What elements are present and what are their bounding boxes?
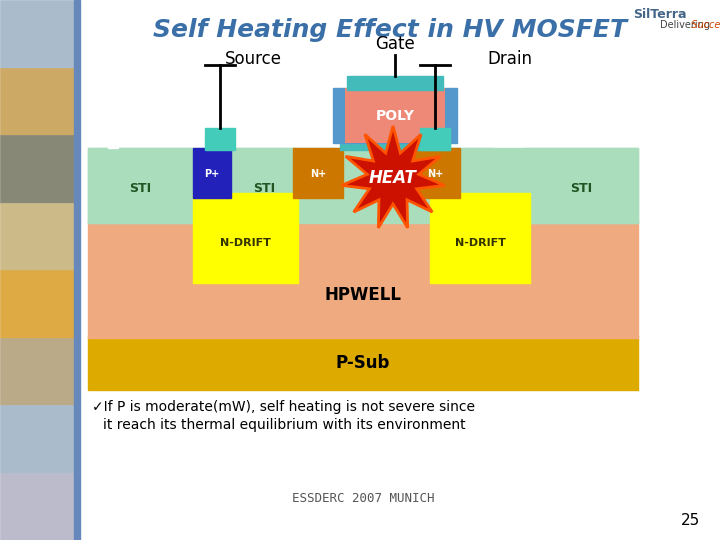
Bar: [0, 68, 78, 135]
Text: ✓If P is moderate(mW), self heating is not severe since: ✓If P is moderate(mW), self heating is n…: [92, 400, 475, 414]
Bar: [205, 128, 235, 150]
Bar: [345, 88, 445, 143]
Text: it reach its thermal equilibrium with its environment: it reach its thermal equilibrium with it…: [103, 418, 466, 432]
Bar: [0, 202, 78, 270]
Bar: [88, 148, 638, 223]
Text: N+: N+: [310, 169, 326, 179]
Bar: [430, 193, 530, 283]
Text: STI: STI: [253, 181, 275, 194]
Bar: [88, 335, 638, 390]
Text: STI: STI: [129, 181, 151, 194]
Text: SilTerra: SilTerra: [634, 8, 687, 21]
Text: Self Heating Effect in HV MOSFET: Self Heating Effect in HV MOSFET: [153, 18, 627, 42]
Bar: [0, 472, 78, 540]
Text: 25: 25: [680, 513, 700, 528]
Bar: [430, 148, 492, 223]
Bar: [193, 193, 298, 283]
Bar: [347, 76, 443, 90]
Text: Success.: Success.: [660, 20, 720, 30]
Bar: [333, 88, 457, 143]
Bar: [410, 148, 460, 198]
Text: STI: STI: [570, 181, 592, 194]
Bar: [525, 148, 638, 223]
Bar: [74, 0, 80, 540]
Bar: [0, 405, 78, 472]
Text: P+: P+: [204, 169, 220, 179]
Text: Drain: Drain: [487, 50, 533, 68]
Bar: [340, 140, 450, 150]
Bar: [108, 48, 118, 148]
Bar: [0, 338, 78, 405]
Text: POLY: POLY: [376, 109, 415, 123]
Text: Source: Source: [225, 50, 282, 68]
Text: HEAT: HEAT: [369, 169, 417, 187]
Bar: [0, 0, 78, 68]
Text: ESSDERC 2007 MUNICH: ESSDERC 2007 MUNICH: [292, 492, 434, 505]
Text: P-Sub: P-Sub: [336, 354, 390, 372]
Text: HPWELL: HPWELL: [325, 286, 402, 304]
Bar: [88, 148, 193, 223]
Bar: [0, 270, 78, 338]
Bar: [88, 220, 638, 338]
Text: N-DRIFT: N-DRIFT: [220, 238, 271, 248]
Bar: [293, 148, 343, 198]
Bar: [420, 128, 450, 150]
Bar: [88, 48, 638, 390]
Text: Delivering: Delivering: [660, 20, 713, 30]
Polygon shape: [341, 126, 444, 228]
Bar: [193, 148, 231, 198]
Text: N-DRIFT: N-DRIFT: [454, 238, 505, 248]
Text: N+: N+: [427, 169, 443, 179]
Bar: [0, 135, 78, 202]
Text: Gate: Gate: [375, 35, 415, 53]
Bar: [233, 148, 295, 223]
